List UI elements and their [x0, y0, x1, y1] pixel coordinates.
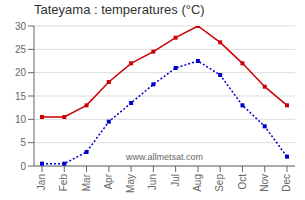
svg-text:Jul: Jul: [170, 174, 181, 187]
svg-text:Nov: Nov: [259, 174, 270, 192]
svg-text:20: 20: [15, 67, 27, 78]
svg-text:Apr: Apr: [103, 173, 114, 189]
html-text:Tateyama : temperatures (°C): Tateyama : temperatures (°C): [34, 2, 205, 17]
svg-text:Aug: Aug: [192, 174, 203, 192]
svg-text:30: 30: [15, 21, 27, 32]
svg-text:0: 0: [20, 161, 26, 172]
svg-text:Jan: Jan: [36, 174, 47, 190]
svg-text:5: 5: [20, 137, 26, 148]
svg-text:25: 25: [15, 44, 27, 55]
svg-text:Dec: Dec: [281, 174, 292, 192]
svg-text:May: May: [125, 174, 136, 193]
html-text:www.allmetsat.com: www.allmetsat.com: [126, 152, 203, 162]
svg-text:Sep: Sep: [214, 174, 225, 192]
svg-text:Oct: Oct: [237, 174, 248, 190]
svg-text:Mar: Mar: [81, 173, 92, 191]
svg-text:Feb: Feb: [58, 174, 69, 192]
svg-text:Jun: Jun: [147, 174, 158, 190]
svg-text:10: 10: [15, 114, 27, 125]
svg-text:15: 15: [15, 91, 27, 102]
